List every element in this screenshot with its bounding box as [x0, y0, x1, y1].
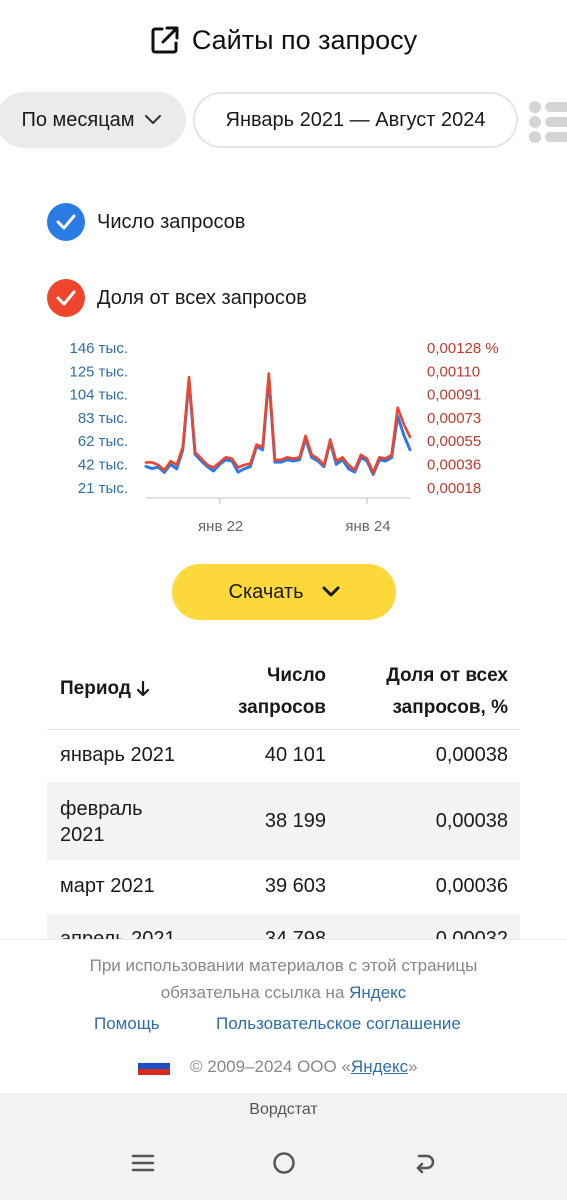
chart-canvas: 146 тыс. 125 тыс. 104 тыс. 83 тыс. 62 тыс. 42… [69, 340, 499, 535]
column-header-label: Период [60, 678, 131, 699]
download-button[interactable]: Скачать [172, 564, 396, 620]
chevron-down-icon [144, 115, 161, 124]
attribution-line: При использовании материалов с этой стра… [89, 956, 478, 975]
copyright-prefix: © 2009–2024 ООО « [190, 1057, 351, 1076]
system-bar: Вордстат [0, 1093, 567, 1200]
x-tick-label: янв 22 [198, 518, 243, 535]
period-select[interactable]: По месяцам [0, 92, 186, 148]
cell-period-line: 2021 [60, 824, 105, 846]
arrow-down-icon [136, 681, 149, 697]
y-right-tick-label: 0,00055 [427, 433, 481, 450]
table-row: февраль 2021 38 199 0,00038 [47, 782, 520, 860]
cell-count: 40 101 [264, 744, 326, 766]
page-title: Сайты по запросу [191, 24, 418, 55]
download-label: Скачать [228, 580, 304, 603]
cell-period: январь 2021 [60, 744, 175, 766]
page-footer: При использовании материалов с этой стра… [0, 939, 567, 1093]
y-left-tick-label: 104 тыс. [69, 387, 128, 404]
table-row: апрель 2021 34 798 0,00032 [47, 914, 520, 940]
y-right-tick-label: 0,00018 [427, 480, 481, 497]
cell-share: 0,00038 [435, 810, 508, 832]
legend-item-share[interactable]: Доля от всех запросов [47, 279, 307, 317]
column-header-label: Число [266, 665, 326, 686]
y-right-tick-label: 0,00036 [427, 457, 481, 474]
app-name: Вордстат [249, 1101, 318, 1118]
column-header-label: Доля от всех [386, 665, 508, 686]
cell-share: 0,00032 [435, 928, 508, 940]
copyright-suffix: » [408, 1057, 418, 1076]
table-row: март 2021 39 603 0,00036 [47, 860, 520, 914]
checkbox-checked-icon [47, 203, 85, 241]
legend-label: Доля от всех запросов [97, 286, 307, 309]
attribution-line: обязательна ссылка на Яндекс [0, 979, 567, 1006]
y-left-tick-label: 62 тыс. [78, 433, 128, 450]
column-header-count[interactable]: Число запросов [238, 660, 326, 724]
y-left-tick-label: 83 тыс. [78, 410, 128, 427]
help-link[interactable]: Помощь [94, 1014, 160, 1033]
y-left-tick-label: 146 тыс. [69, 340, 128, 357]
y-left-tick-label: 21 тыс. [78, 480, 128, 497]
column-header-share[interactable]: Доля от всех запросов, % [386, 660, 508, 724]
filter-controls: По месяцам Январь 2021 — Август 2024 [0, 92, 567, 150]
y-right-tick-label: 0,00110 [427, 363, 480, 380]
y-right-tick-label: 0,00128 % [427, 340, 499, 357]
period-select-label: По месяцам [21, 108, 135, 131]
recent-apps-icon[interactable] [129, 1149, 157, 1177]
date-range-label: Январь 2021 — Август 2024 [225, 108, 486, 131]
user-agreement-link[interactable]: Пользовательское соглашение [216, 1014, 461, 1033]
table-row: январь 2021 40 101 0,00038 [47, 730, 520, 782]
column-header-period[interactable]: Период [60, 678, 149, 700]
checkbox-checked-icon [47, 279, 85, 317]
trend-chart[interactable]: 146 тыс. 125 тыс. 104 тыс. 83 тыс. 62 тыс. 42… [0, 330, 567, 550]
y-left-tick-label: 42 тыс. [78, 457, 128, 474]
cell-share: 0,00038 [435, 744, 508, 766]
data-table: Период Число запросов Доля от всех запро… [47, 650, 520, 940]
external-link-icon [151, 26, 179, 54]
cell-period-line: февраль [60, 798, 143, 820]
attribution-prefix: обязательна ссылка на [160, 983, 350, 1002]
header-title-group[interactable]: Сайты по запросу [150, 25, 417, 56]
column-header-label: запросов [237, 697, 326, 718]
cell-period: февраль 2021 [60, 796, 143, 848]
page-header: Сайты по запросу [0, 0, 567, 80]
cell-period: апрель 2021 [60, 928, 176, 940]
y-right-tick-label: 0,00091 [427, 387, 481, 404]
table-header: Период Число запросов Доля от всех запро… [47, 650, 520, 730]
column-header-label: запросов, % [392, 697, 508, 718]
legend-item-count[interactable]: Число запросов [47, 203, 245, 241]
date-range-button[interactable]: Январь 2021 — Август 2024 [193, 92, 518, 148]
russia-flag-icon [138, 1057, 170, 1075]
y-left-tick-label: 125 тыс. [69, 363, 128, 380]
cell-count: 34 798 [264, 928, 326, 940]
x-tick-label: янв 24 [345, 518, 390, 535]
cell-count: 38 199 [264, 810, 326, 832]
y-right-tick-label: 0,00073 [427, 410, 481, 427]
chevron-down-icon [322, 586, 339, 597]
list-menu-icon[interactable] [528, 98, 567, 144]
back-icon[interactable] [411, 1149, 439, 1177]
attribution-note: При использовании материалов с этой стра… [0, 952, 567, 1006]
yandex-link[interactable]: Яндекс [349, 983, 407, 1002]
cell-count: 39 603 [264, 875, 326, 897]
yandex-company-link[interactable]: Яндекс [350, 1057, 409, 1076]
home-icon[interactable] [270, 1149, 298, 1177]
copyright-text: © 2009–2024 ООО «Яндекс» [190, 1057, 418, 1077]
cell-share: 0,00036 [435, 875, 508, 897]
cell-period: март 2021 [60, 875, 155, 897]
legend-label: Число запросов [97, 210, 246, 233]
series-line-share [144, 372, 412, 474]
